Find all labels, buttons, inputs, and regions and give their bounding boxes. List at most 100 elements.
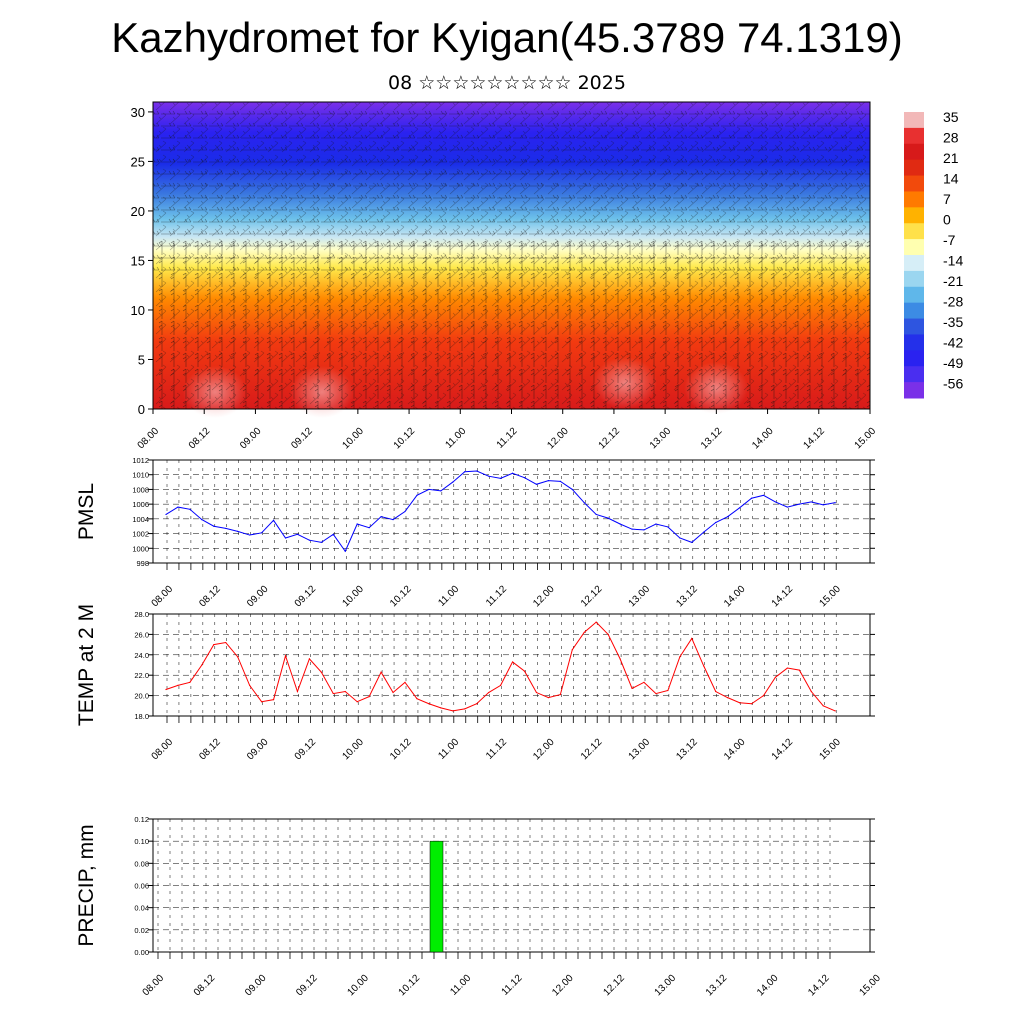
- pmsl-point: [631, 528, 633, 530]
- temp-xtick-label: 12.12: [579, 737, 605, 763]
- temp-ytick-label: 20.0: [134, 692, 149, 701]
- pmsl-xtick-label: 13.00: [627, 584, 653, 610]
- cs-xtick-label: 14.12: [801, 426, 827, 452]
- precip-frame: [152, 818, 871, 953]
- temp-ytick-label: 18.0: [134, 712, 149, 721]
- temp-point: [296, 690, 299, 693]
- legend-label: -56: [943, 376, 963, 392]
- pmsl-xtick-label: 13.12: [674, 584, 700, 610]
- pmsl-point: [547, 480, 550, 482]
- pmsl-xtick-label: 11.12: [484, 584, 509, 609]
- temp-point: [535, 691, 538, 694]
- temp-ytick-label: 26.0: [134, 630, 149, 639]
- legend-swatch: [904, 334, 924, 351]
- pmsl-point: [249, 534, 251, 536]
- legend-swatch: [904, 191, 924, 208]
- temp-ytick-label: 28.0: [134, 610, 149, 619]
- legend-swatch: [904, 302, 924, 320]
- precip-xtick-label: 11.12: [500, 973, 525, 998]
- pmsl-point: [344, 550, 346, 552]
- pmsl-point: [404, 510, 406, 513]
- legend-label: -21: [943, 273, 963, 289]
- temp-xtick-label: 14.12: [770, 737, 796, 763]
- temp-point: [213, 644, 215, 646]
- pmsl-point: [703, 531, 705, 533]
- precip-ytick-label: 0.10: [134, 837, 149, 846]
- pmsl-point: [261, 532, 263, 534]
- pmsl-point: [452, 481, 454, 483]
- temp-point: [523, 670, 526, 672]
- temp-point: [440, 707, 442, 709]
- temp-point: [452, 710, 454, 712]
- wind-barbs-mixed: [153, 102, 870, 409]
- temp-point: [571, 649, 573, 651]
- cs-xtick-label: 13.00: [648, 426, 674, 452]
- cs-ytick-label: 20: [131, 204, 145, 219]
- pmsl-point: [715, 521, 717, 524]
- pmsl-point: [368, 527, 370, 529]
- temp-xtick-label: 13.12: [674, 737, 700, 763]
- legend-swatch: [904, 159, 924, 177]
- temp-point: [583, 631, 585, 633]
- pmsl-point: [284, 537, 287, 539]
- legend-swatch: [904, 270, 924, 288]
- legend-label: -7: [943, 232, 956, 248]
- temp-point: [762, 695, 765, 697]
- temp-point: [500, 684, 502, 687]
- cs-xtick-label: 09.00: [238, 426, 264, 452]
- legend-swatch: [904, 382, 924, 399]
- temp-point: [476, 703, 478, 705]
- legend-label: 35: [943, 109, 959, 125]
- pmsl-ytick-label: 1002: [132, 530, 149, 539]
- pmsl-point: [213, 525, 215, 527]
- temp-point: [511, 661, 514, 663]
- legend-swatch: [904, 318, 924, 335]
- precip-xtick-label: 12.12: [601, 973, 627, 999]
- legend-swatch: [904, 112, 924, 129]
- pmsl-point: [595, 513, 597, 516]
- legend-label: 0: [943, 212, 951, 228]
- temp-point: [607, 633, 609, 636]
- cs-ytick-label: 5: [138, 352, 145, 367]
- pmsl-ytick-label: 1004: [132, 515, 149, 524]
- temp-xtick-label: 13.00: [627, 737, 653, 763]
- pmsl-xtick-label: 14.00: [722, 584, 748, 610]
- pmsl-point: [511, 472, 514, 474]
- cs-xtick-label: 09.12: [289, 426, 315, 452]
- pmsl-point: [571, 488, 573, 491]
- temp-point: [488, 691, 490, 694]
- temp-point: [643, 681, 645, 683]
- pmsl-point: [177, 506, 179, 508]
- temp-point: [284, 655, 287, 657]
- precip-xtick-label: 11.00: [448, 973, 473, 998]
- pmsl-xtick-label: 09.12: [293, 584, 319, 610]
- precip-ytick-label: 0.08: [134, 859, 149, 868]
- pmsl-point: [786, 506, 789, 508]
- pmsl-point: [607, 517, 609, 519]
- pmsl-point: [667, 526, 669, 528]
- legend-swatch: [904, 207, 924, 224]
- legend-swatch: [904, 286, 924, 304]
- legend-label: 28: [943, 130, 959, 146]
- legend-label: -28: [943, 294, 963, 310]
- legend-swatch: [904, 255, 924, 272]
- pmsl-point: [428, 488, 430, 491]
- pmsl-xtick-label: 11.00: [436, 584, 461, 609]
- temp-point: [750, 703, 753, 705]
- cs-xtick-label: 11.00: [443, 426, 468, 451]
- pmsl-point: [762, 494, 765, 496]
- temp-xtick-label: 08.12: [197, 737, 223, 763]
- temp-xtick-label: 09.12: [293, 737, 319, 763]
- pmsl-xtick-label: 10.12: [388, 584, 414, 610]
- temp-point: [834, 710, 836, 712]
- precip-xtick-label: 13.00: [653, 973, 679, 999]
- legend-swatch: [904, 143, 924, 161]
- precip-xtick-label: 08.00: [141, 973, 167, 999]
- temp-point: [320, 671, 322, 673]
- temp-point: [774, 676, 777, 678]
- pmsl-point: [225, 527, 227, 530]
- pmsl-point: [822, 504, 824, 506]
- pmsl-point: [201, 518, 203, 521]
- temp-point: [727, 697, 729, 699]
